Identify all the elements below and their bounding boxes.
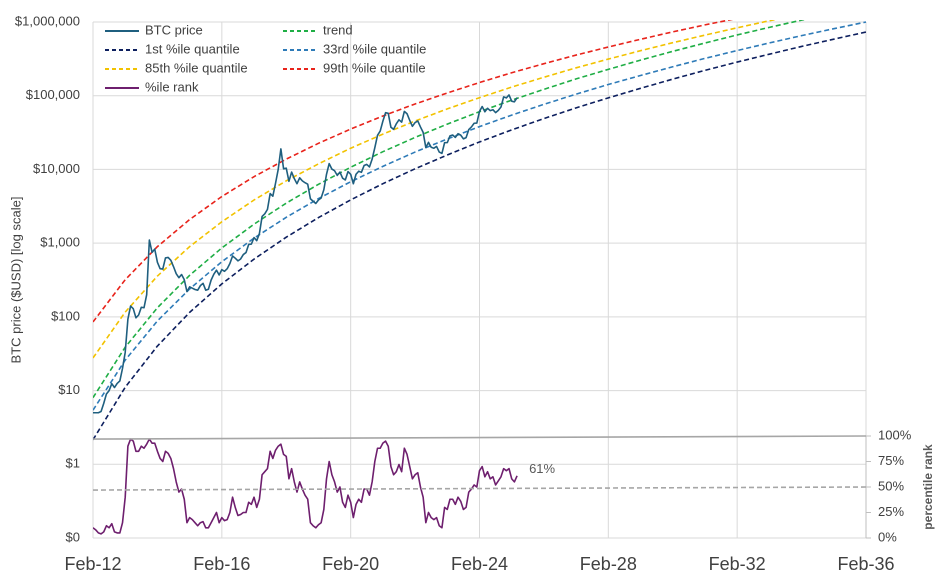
grid xyxy=(92,21,871,539)
y-tick-label: $100 xyxy=(51,308,80,323)
y-tick-label: $1 xyxy=(66,456,80,471)
y2-tick-label: 75% xyxy=(878,453,904,468)
series-line xyxy=(93,486,867,491)
plot-area xyxy=(93,20,867,535)
legend-label: 99th %ile quantile xyxy=(323,60,426,75)
y2-tick-label: 100% xyxy=(878,427,912,442)
y-tick-label: $0 xyxy=(66,529,80,544)
x-tick-label: Feb-20 xyxy=(322,554,379,574)
annotation: 61% xyxy=(529,461,555,476)
series-line xyxy=(93,20,777,359)
x-tick-label: Feb-12 xyxy=(64,554,121,574)
y2-tick-label: 0% xyxy=(878,529,897,544)
series-line xyxy=(93,20,734,323)
series-line xyxy=(93,21,867,411)
y-tick-label: $100,000 xyxy=(26,87,80,102)
x-tick-label: Feb-28 xyxy=(580,554,637,574)
y-tick-label: $1,000,000 xyxy=(15,13,80,28)
legend: BTC price trend 1st %ile quantile 33rd %ile… xyxy=(105,22,426,94)
series-line xyxy=(93,31,867,441)
x-tick-label: Feb-24 xyxy=(451,554,508,574)
y-tick-label: $10 xyxy=(58,382,80,397)
y-axis-title: BTC price ($USD) [log scale] xyxy=(8,197,23,364)
y2-tick-label: 50% xyxy=(878,478,904,493)
legend-label: %ile rank xyxy=(145,79,199,94)
x-tick-label: Feb-36 xyxy=(837,554,894,574)
y2-tick-label: 25% xyxy=(878,504,904,519)
legend-label: 33rd %ile quantile xyxy=(323,41,426,56)
y2-axis-title: percentile rank xyxy=(921,444,935,530)
legend-label: 85th %ile quantile xyxy=(145,60,248,75)
series-line xyxy=(93,438,518,535)
series-line xyxy=(93,435,867,440)
labels: $0 $1 $10 $100 $1,000 $10,000 $100,000 $1,000,0… xyxy=(15,13,912,573)
legend-label: 1st %ile quantile xyxy=(145,41,240,56)
legend-label: BTC price xyxy=(145,22,203,37)
series-line xyxy=(93,94,518,414)
x-tick-label: Feb-32 xyxy=(709,554,766,574)
x-tick-label: Feb-16 xyxy=(193,554,250,574)
y-tick-label: $10,000 xyxy=(33,161,80,176)
legend-label: trend xyxy=(323,22,353,37)
y-tick-label: $1,000 xyxy=(40,235,80,250)
